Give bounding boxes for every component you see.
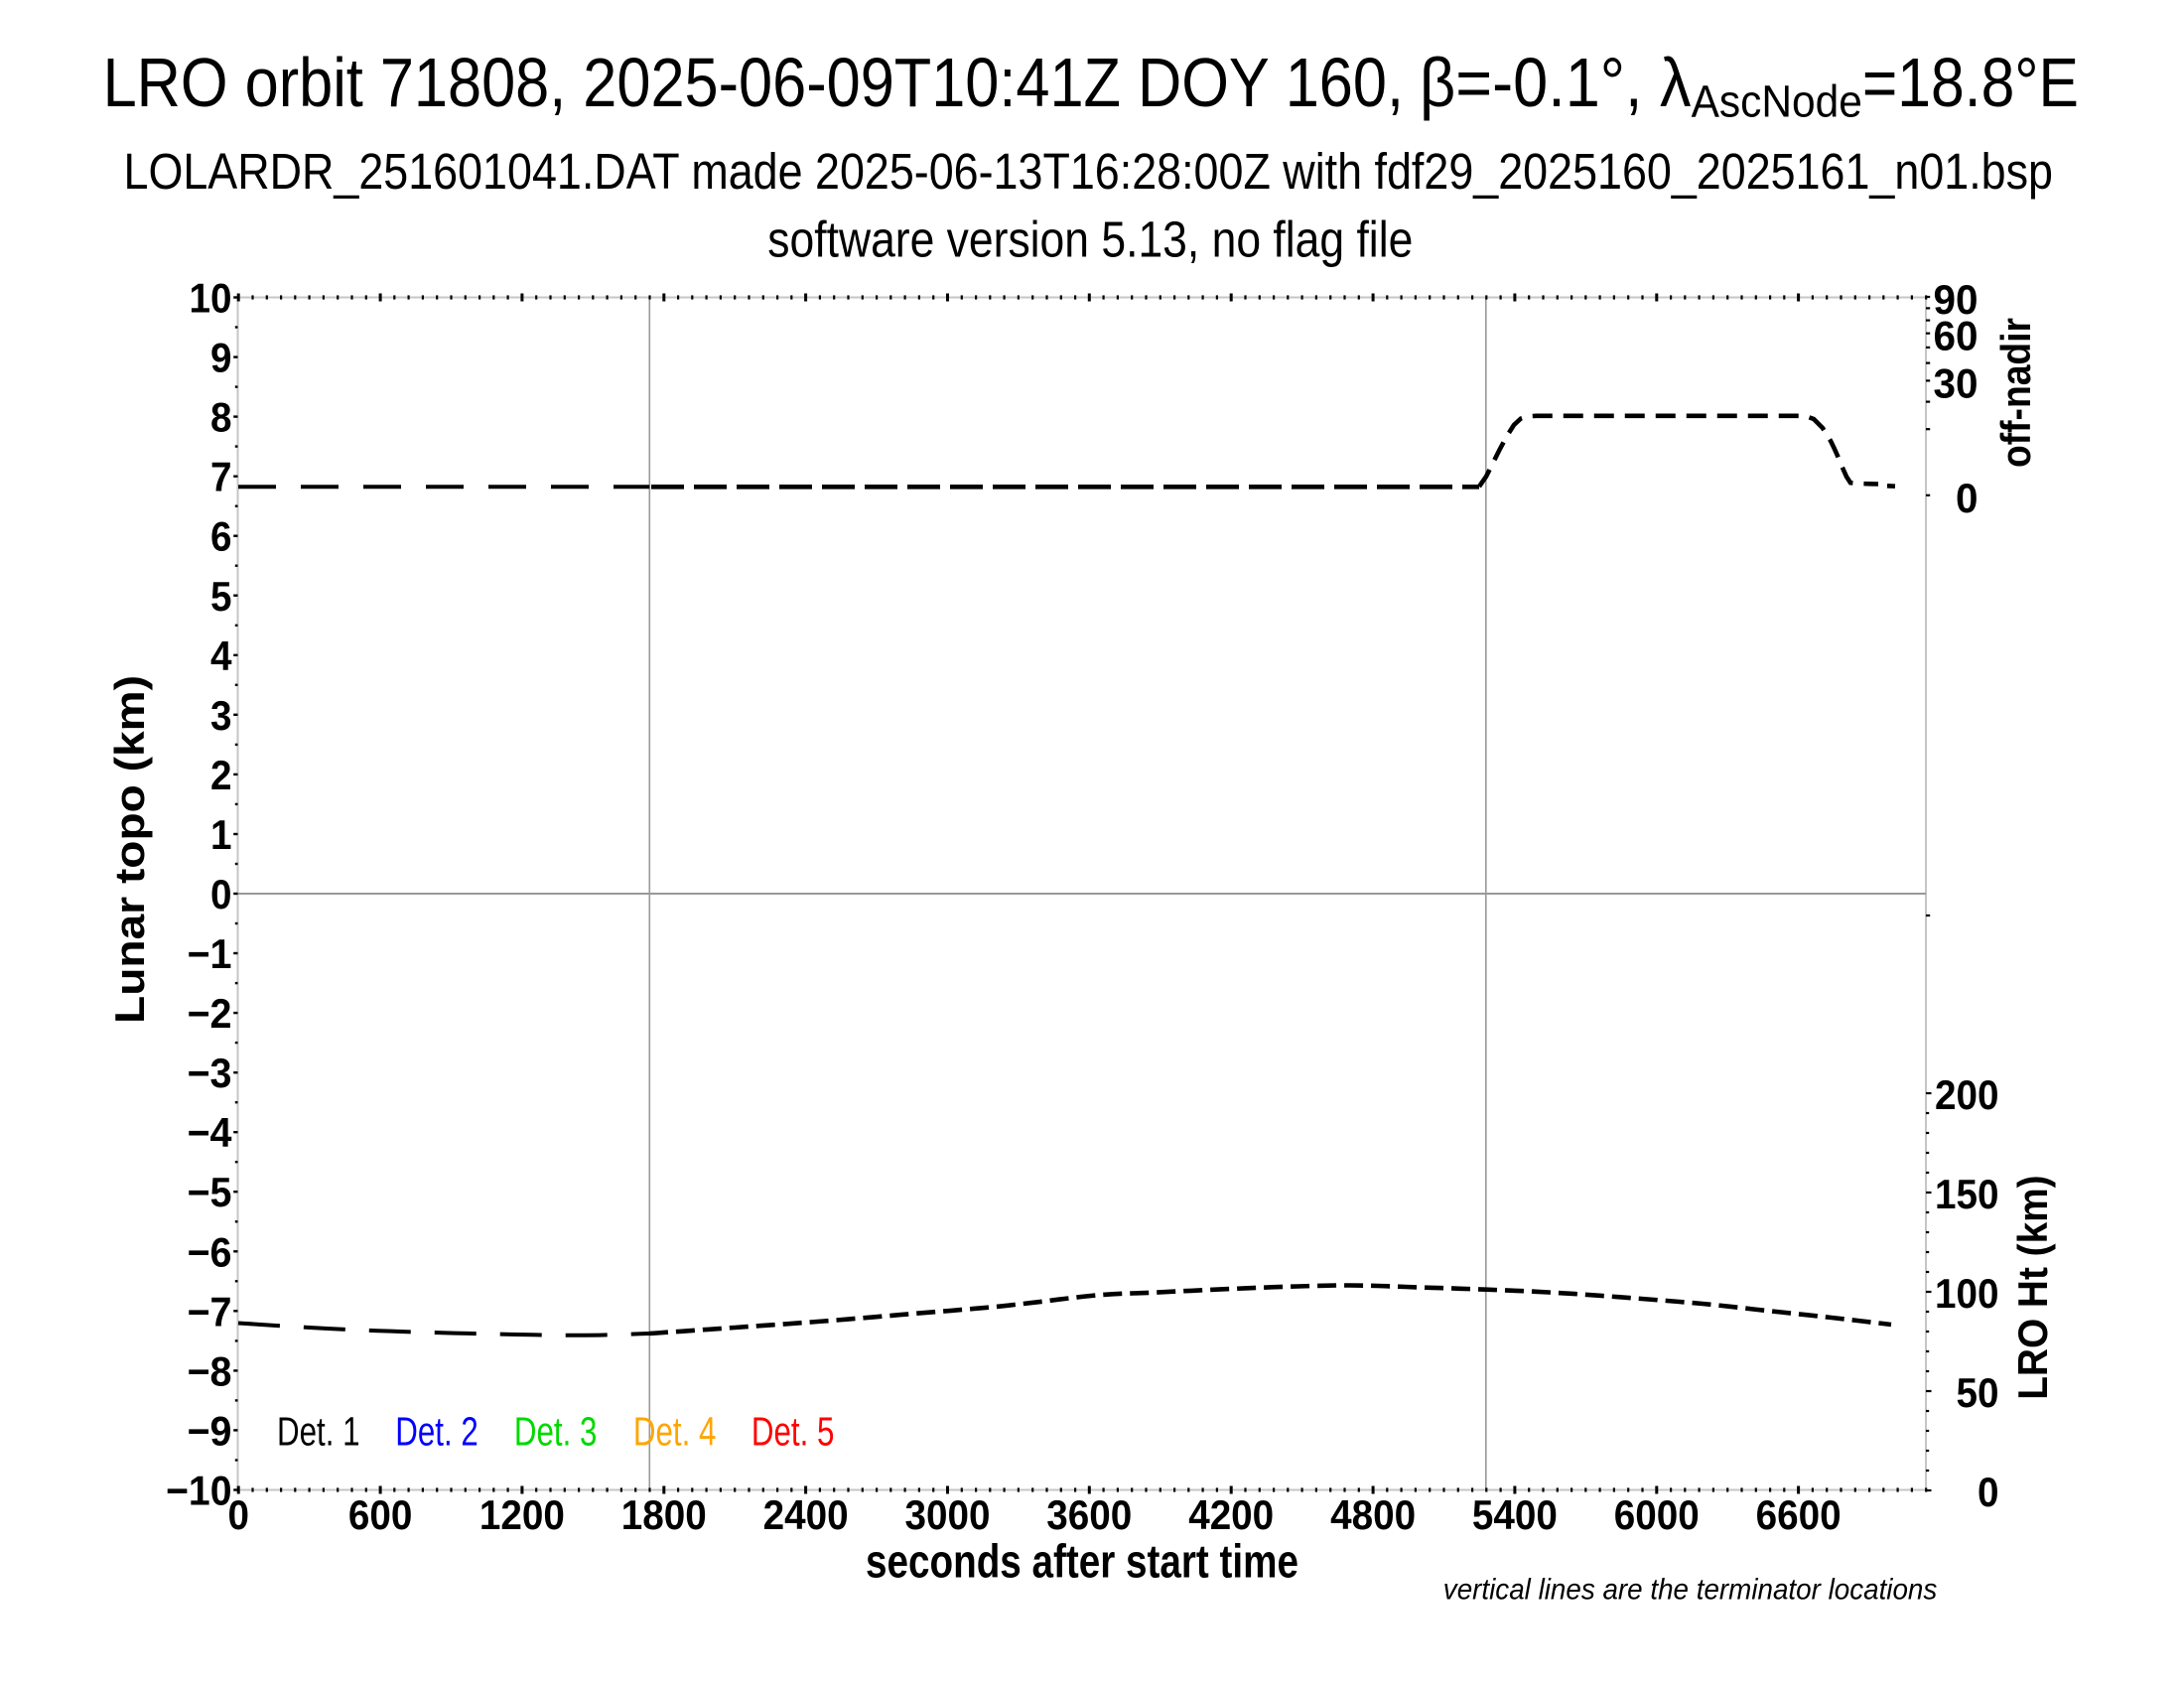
svg-text:100: 100: [1935, 1270, 1999, 1317]
svg-text:Det. 3: Det. 3: [514, 1409, 598, 1455]
svg-text:Lunar topo (km): Lunar topo (km): [106, 675, 153, 1024]
svg-text:−7: −7: [188, 1288, 232, 1335]
svg-text:0: 0: [1978, 1469, 1999, 1515]
svg-text:3000: 3000: [905, 1491, 991, 1538]
svg-text:60: 60: [1934, 313, 1979, 359]
svg-text:200: 200: [1935, 1071, 1999, 1118]
svg-text:50: 50: [1957, 1369, 1999, 1416]
svg-text:−4: −4: [188, 1109, 233, 1156]
svg-text:600: 600: [348, 1491, 413, 1538]
svg-text:software version 5.13, no flag: software version 5.13, no flag file: [767, 211, 1413, 268]
svg-text:1200: 1200: [479, 1491, 565, 1538]
svg-text:β=-0.1°, λ: β=-0.1°, λ: [1420, 44, 1692, 121]
svg-text:1: 1: [210, 811, 232, 858]
svg-text:7: 7: [210, 454, 232, 500]
svg-text:8: 8: [210, 394, 232, 441]
svg-text:4200: 4200: [1188, 1491, 1274, 1538]
svg-text:−2: −2: [188, 990, 232, 1037]
svg-text:4: 4: [210, 633, 232, 679]
svg-text:90: 90: [1934, 276, 1979, 323]
svg-text:0: 0: [227, 1491, 249, 1538]
svg-text:seconds after start time: seconds after start time: [866, 1535, 1298, 1588]
svg-text:−10: −10: [166, 1468, 232, 1514]
svg-text:2400: 2400: [763, 1491, 849, 1538]
svg-text:3600: 3600: [1046, 1491, 1132, 1538]
svg-text:LRO Ht (km): LRO Ht (km): [2009, 1175, 2056, 1399]
svg-text:−1: −1: [188, 930, 232, 977]
svg-text:=18.8°E: =18.8°E: [1862, 44, 2079, 121]
svg-text:Det. 1: Det. 1: [277, 1409, 360, 1455]
svg-text:0: 0: [210, 871, 232, 917]
svg-text:1800: 1800: [621, 1491, 707, 1538]
svg-text:9: 9: [210, 335, 232, 381]
svg-text:AscNode: AscNode: [1692, 76, 1862, 127]
svg-text:−5: −5: [188, 1169, 232, 1215]
svg-text:6: 6: [210, 513, 232, 560]
svg-text:2: 2: [210, 752, 232, 798]
svg-text:3: 3: [210, 692, 232, 739]
svg-text:LRO orbit 71808, 2025-06-09T10: LRO orbit 71808, 2025-06-09T10:41Z DOY 1…: [103, 44, 1404, 121]
svg-text:Det. 2: Det. 2: [395, 1409, 478, 1455]
svg-text:vertical lines are the termina: vertical lines are the terminator locati…: [1443, 1574, 1938, 1607]
svg-text:5400: 5400: [1472, 1491, 1558, 1538]
svg-text:150: 150: [1935, 1171, 1999, 1217]
svg-text:off-nadir: off-nadir: [1992, 318, 2039, 468]
svg-text:Det. 5: Det. 5: [751, 1409, 835, 1455]
svg-text:−8: −8: [188, 1347, 232, 1394]
svg-text:6000: 6000: [1614, 1491, 1700, 1538]
svg-text:30: 30: [1934, 359, 1979, 406]
svg-text:−9: −9: [188, 1407, 232, 1454]
svg-text:−3: −3: [188, 1050, 232, 1096]
svg-text:LOLARDR_251601041.DAT made 202: LOLARDR_251601041.DAT made 2025-06-13T16…: [124, 143, 2054, 200]
svg-text:4800: 4800: [1330, 1491, 1416, 1538]
svg-text:0: 0: [1956, 475, 1979, 521]
svg-text:5: 5: [210, 573, 232, 620]
svg-text:10: 10: [190, 275, 232, 322]
svg-text:−6: −6: [188, 1228, 232, 1275]
svg-text:6600: 6600: [1756, 1491, 1842, 1538]
svg-text:Det. 4: Det. 4: [633, 1409, 717, 1455]
